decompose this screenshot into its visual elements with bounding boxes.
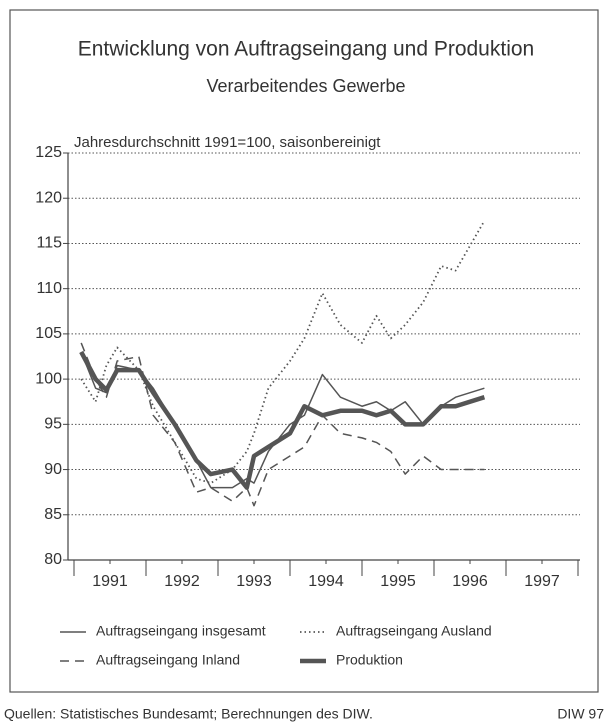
frame	[9, 9, 599, 693]
y-tick-label: 120	[35, 189, 62, 206]
x-tick-label: 1991	[92, 573, 128, 590]
chart-subtitle: Verarbeitendes Gewerbe	[206, 76, 405, 96]
legend-label: Auftragseingang insgesamt	[96, 623, 266, 639]
y-tick-label: 95	[44, 416, 62, 433]
credit: DIW 97	[557, 706, 604, 722]
y-tick-label: 115	[36, 235, 62, 252]
y-axis-label: Jahresdurchschnitt 1991=100, saisonberei…	[74, 134, 381, 151]
x-tick-label: 1994	[308, 573, 344, 590]
y-tick-label: 85	[44, 506, 62, 523]
x-tick-label: 1997	[524, 573, 560, 590]
legend-label: Produktion	[336, 652, 403, 668]
x-tick-label: 1995	[380, 573, 416, 590]
y-tick-label: 90	[44, 461, 62, 478]
y-tick-label: 125	[35, 144, 62, 161]
legend-label: Auftragseingang Inland	[96, 652, 240, 668]
y-tick-label: 100	[35, 370, 62, 387]
series-line	[79, 350, 486, 490]
y-tick-label: 80	[44, 551, 62, 568]
x-tick-label: 1992	[164, 573, 200, 590]
series-line	[80, 342, 485, 507]
x-tick-label: 1996	[452, 573, 488, 590]
series-line	[80, 220, 486, 485]
y-tick-label: 105	[35, 325, 62, 342]
y-tick-label: 110	[36, 280, 62, 297]
x-tick-label: 1993	[236, 573, 272, 590]
source: Quellen: Statistisches Bundesamt; Berech…	[4, 706, 373, 722]
legend-label: Auftragseingang Ausland	[336, 623, 492, 639]
chart-title: Entwicklung von Auftragseingang und Prod…	[78, 38, 534, 61]
